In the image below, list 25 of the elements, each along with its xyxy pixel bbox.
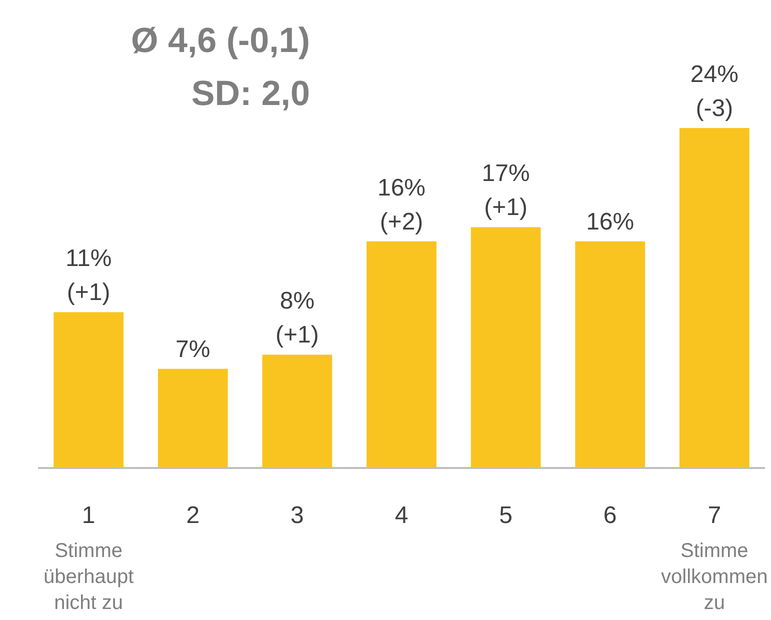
- text: Stimme überhaupt nicht zu: [44, 540, 134, 614]
- x-tick-label: 2: [186, 502, 200, 529]
- chart-subtitle: SD: 2,0: [191, 74, 310, 113]
- text: Stimme vollkommen zu: [661, 540, 768, 614]
- bar: [679, 128, 750, 468]
- x-tick-label: 5: [499, 502, 512, 529]
- x-tick-label: 3: [290, 502, 304, 529]
- data-label: 11% (+1): [65, 245, 112, 306]
- data-label: 7%: [176, 336, 210, 363]
- data-label: 16% (+2): [377, 174, 426, 236]
- x-tick-label: 4: [394, 502, 408, 529]
- x-tick-label: 6: [603, 502, 617, 529]
- data-label: 8% (+1): [276, 288, 319, 349]
- bar: [262, 354, 332, 468]
- data-label: 24% (-3): [690, 61, 738, 122]
- bar: [158, 368, 228, 468]
- bar: [470, 227, 541, 468]
- bar: [54, 312, 124, 468]
- bar: [366, 241, 436, 468]
- x-tick-label: 7: [708, 502, 722, 529]
- data-label: 17% (+1): [482, 160, 530, 222]
- x-tick-label: 1: [82, 502, 96, 529]
- chart-title: Ø 4,6 (-0,1): [131, 21, 310, 60]
- data-label: 16%: [586, 208, 634, 236]
- bar: [575, 241, 646, 468]
